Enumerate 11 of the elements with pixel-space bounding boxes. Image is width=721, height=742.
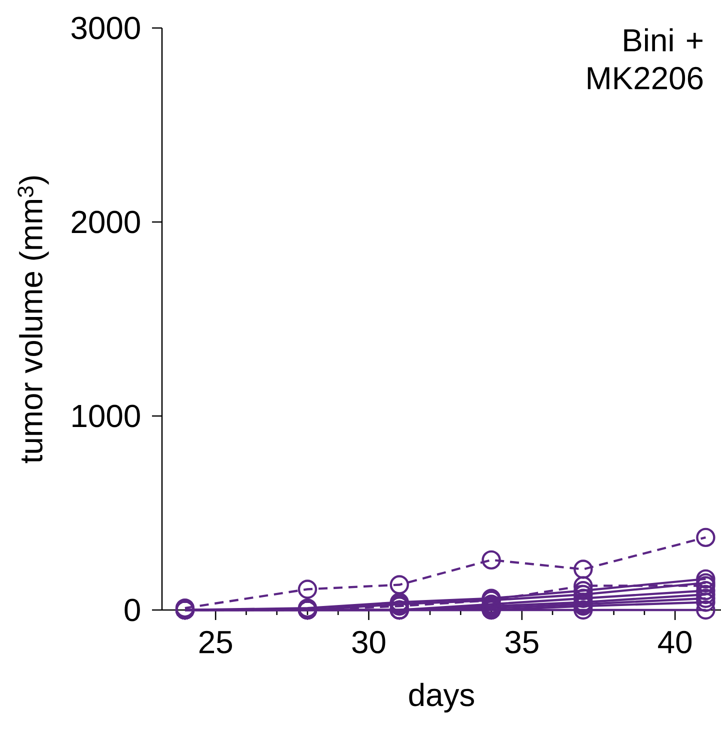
- x-tick-label: 35: [505, 630, 538, 654]
- x-tick-label: 30: [352, 630, 386, 654]
- y-tick-label: 2000: [72, 210, 140, 234]
- x-axis-title: days: [409, 682, 474, 713]
- y-tick-label: 0: [124, 598, 140, 622]
- y-tick-label: 1000: [72, 404, 140, 428]
- x-tick-label: 40: [658, 630, 692, 654]
- y-tick-label: 3000: [71, 16, 140, 40]
- chart-title: Bini + MK2206: [588, 28, 703, 90]
- y-axis-title: tumor volume (mm$^{3}$): [18, 176, 49, 464]
- x-tick-label: 25: [199, 630, 232, 654]
